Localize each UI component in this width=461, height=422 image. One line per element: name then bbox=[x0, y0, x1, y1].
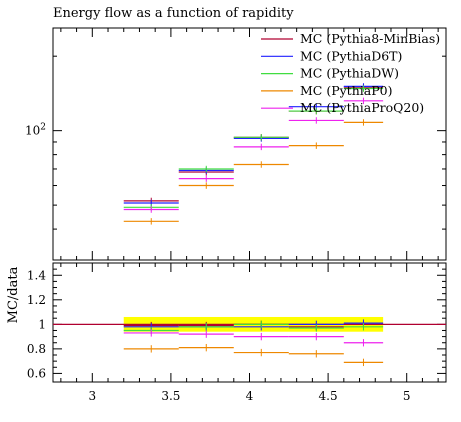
y-tick-label: 1.2 bbox=[27, 293, 46, 307]
series-mc-pythiaproq20- bbox=[123, 329, 384, 347]
main-panel: 102 bbox=[25, 27, 447, 261]
legend-label: MC (PythiaD6T) bbox=[300, 48, 402, 63]
legend-item: MC (PythiaProQ20) bbox=[261, 100, 424, 115]
x-tick-label: 5 bbox=[403, 389, 411, 403]
y-tick-label-base: 10 bbox=[25, 124, 40, 138]
series-mc-pythiadw- bbox=[123, 320, 384, 335]
x-tick-label: 3.5 bbox=[161, 389, 180, 403]
legend-item: MC (PythiaD6T) bbox=[261, 48, 402, 63]
series-mc-pythiap0- bbox=[123, 119, 384, 225]
series-mc-pythiap0- bbox=[123, 343, 384, 367]
chart-title: Energy flow as a function of rapidity bbox=[53, 6, 294, 21]
legend-label: MC (PythiaProQ20) bbox=[300, 100, 424, 115]
x-tick-label: 4.5 bbox=[319, 389, 338, 403]
legend-item: MC (PythiaP0) bbox=[261, 83, 392, 98]
y-tick-label: 1.4 bbox=[27, 268, 46, 282]
x-tick-label: 4 bbox=[246, 389, 254, 403]
y-tick-label: 1 bbox=[38, 317, 46, 331]
legend-label: MC (Pythia8-MinBias) bbox=[300, 31, 440, 46]
legend-label: MC (PythiaP0) bbox=[300, 83, 392, 98]
y-tick-label-exponent: 2 bbox=[40, 123, 46, 133]
legend-label: MC (PythiaDW) bbox=[300, 66, 399, 81]
series-mc-pythiaproq20- bbox=[123, 97, 384, 213]
x-tick-label: 3 bbox=[88, 389, 96, 403]
y-tick-label: 0.8 bbox=[27, 342, 46, 356]
y-tick-label: 0.6 bbox=[27, 366, 46, 380]
y-tick-label: 102 bbox=[25, 123, 46, 138]
ratio-panel: 3 3.5 4 4.5 5 0.6 0.8 1 1.2 1.4 bbox=[27, 262, 447, 403]
legend-item: MC (PythiaDW) bbox=[261, 66, 399, 81]
ratio-ylabel: MC/data bbox=[6, 266, 21, 323]
legend-item: MC (Pythia8-MinBias) bbox=[261, 31, 440, 46]
legend: MC (Pythia8-MinBias) MC (PythiaD6T) MC (Py… bbox=[261, 31, 440, 115]
